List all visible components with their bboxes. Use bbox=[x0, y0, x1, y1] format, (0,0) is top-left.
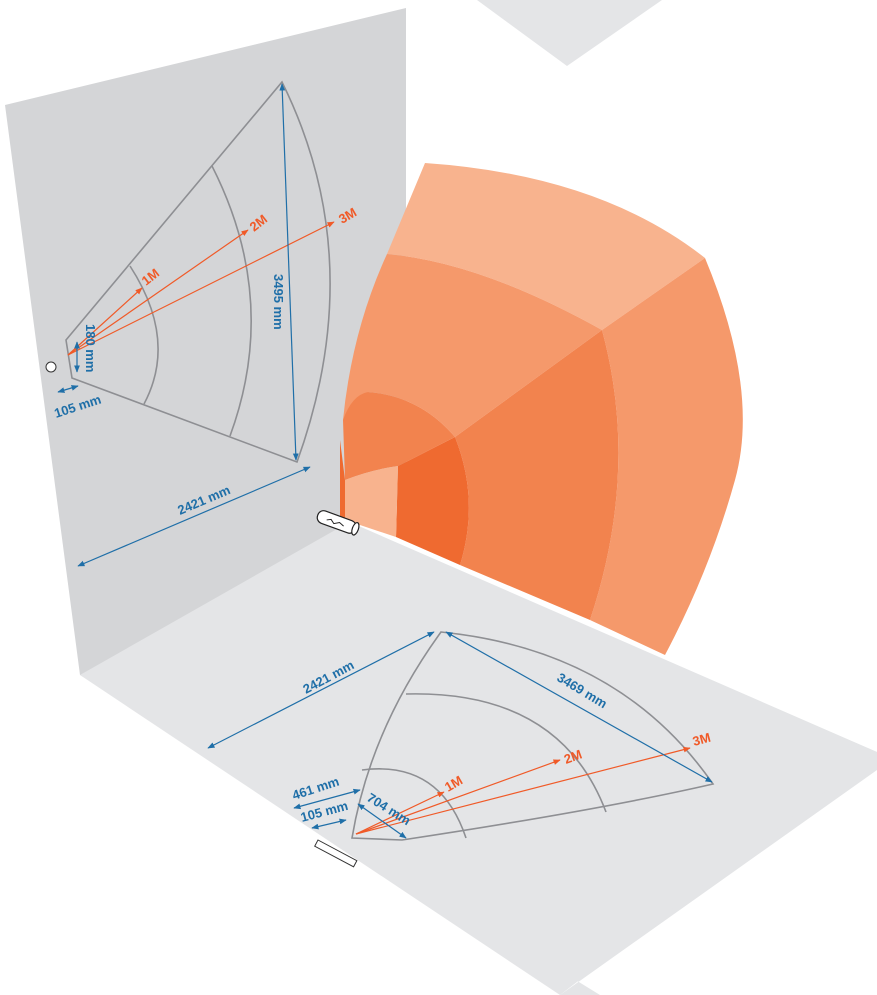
floor-width-dimension bbox=[445, 631, 713, 783]
wall-ray-2m bbox=[67, 229, 249, 356]
beam-zone-edge bbox=[340, 440, 345, 520]
wall-width-dimension bbox=[279, 83, 299, 461]
wall-arc-2m bbox=[211, 165, 252, 437]
floor-arc-1m bbox=[361, 768, 467, 839]
cylinder-sensor-icon bbox=[316, 510, 360, 536]
beam-volume bbox=[340, 163, 743, 655]
floor-near-depth-dimension bbox=[357, 803, 407, 839]
beam-zone-outer bbox=[387, 163, 705, 330]
floor-near-width-dimension bbox=[293, 788, 361, 810]
wall-ray-1m bbox=[67, 287, 143, 356]
floor-source-icon bbox=[314, 839, 358, 868]
wall-fan-outline bbox=[65, 80, 331, 464]
wall-fan bbox=[65, 80, 331, 464]
beam-zone-core bbox=[396, 437, 469, 565]
wall-arc-1m bbox=[129, 265, 159, 405]
beam-zone-near bbox=[345, 466, 398, 537]
floor-plane-top bbox=[477, 0, 662, 66]
floor-label-3m: 3M bbox=[691, 730, 712, 749]
beam-zone-top-mid bbox=[343, 254, 602, 437]
floor-dimensions bbox=[207, 631, 713, 839]
beam-zone-mid bbox=[455, 330, 619, 620]
floor-depth-dimension bbox=[207, 631, 435, 749]
wall-source-width-dimension bbox=[57, 385, 79, 393]
beam-zone-right-outer bbox=[590, 258, 743, 655]
beam-zone-inner-top bbox=[343, 392, 455, 480]
floor-label-2m: 2M bbox=[562, 747, 584, 767]
wall-depth-dimension bbox=[77, 466, 311, 567]
wall-dimensions bbox=[57, 83, 311, 567]
wall-source-icon bbox=[45, 361, 57, 373]
floor-source-width-dimension bbox=[311, 818, 347, 830]
wall-width-label: 3495 mm bbox=[271, 274, 286, 330]
wall-source-height-label: 180 mm bbox=[83, 324, 98, 372]
